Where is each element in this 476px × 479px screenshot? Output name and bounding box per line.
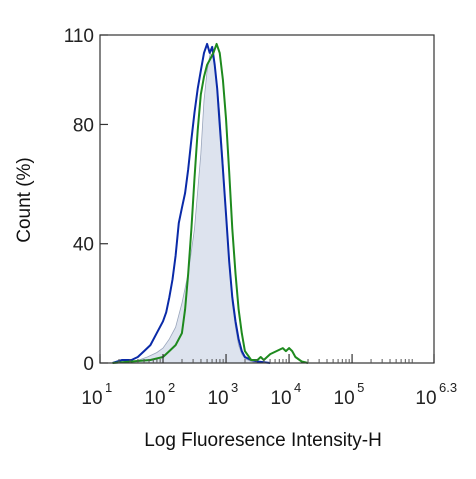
x-tick-label-4: 10 <box>334 388 355 409</box>
y-tick-label-1: 40 <box>73 235 94 256</box>
series-fill-0 <box>118 51 258 364</box>
y-axis-title: Count (%) <box>14 157 35 243</box>
x-tick-label-3: 10 <box>270 388 291 409</box>
x-tick-exponent-4: 5 <box>357 380 364 395</box>
x-tick-label-0: 10 <box>81 388 102 409</box>
x-tick-label-2: 10 <box>207 388 228 409</box>
x-axis-title: Log Fluoresence Intensity-H <box>144 430 382 451</box>
y-tick-label-2: 80 <box>73 115 94 136</box>
x-tick-exponent-1: 2 <box>168 380 175 395</box>
axes-layer <box>99 34 435 364</box>
x-tick-exponent-2: 3 <box>231 380 238 395</box>
y-tick-label-0: 0 <box>83 354 94 375</box>
series-line-2 <box>112 42 309 364</box>
series-layer <box>112 42 309 364</box>
x-tick-label-1: 10 <box>144 388 165 409</box>
y-tick-label-3: 110 <box>64 26 94 47</box>
x-tick-exponent-5: 6.3 <box>439 380 457 395</box>
x-tick-label-5: 10 <box>415 388 436 409</box>
series-line-1 <box>112 42 271 364</box>
plot-frame <box>99 34 435 364</box>
x-tick-exponent-0: 1 <box>105 380 112 395</box>
x-tick-exponent-3: 4 <box>294 380 301 395</box>
